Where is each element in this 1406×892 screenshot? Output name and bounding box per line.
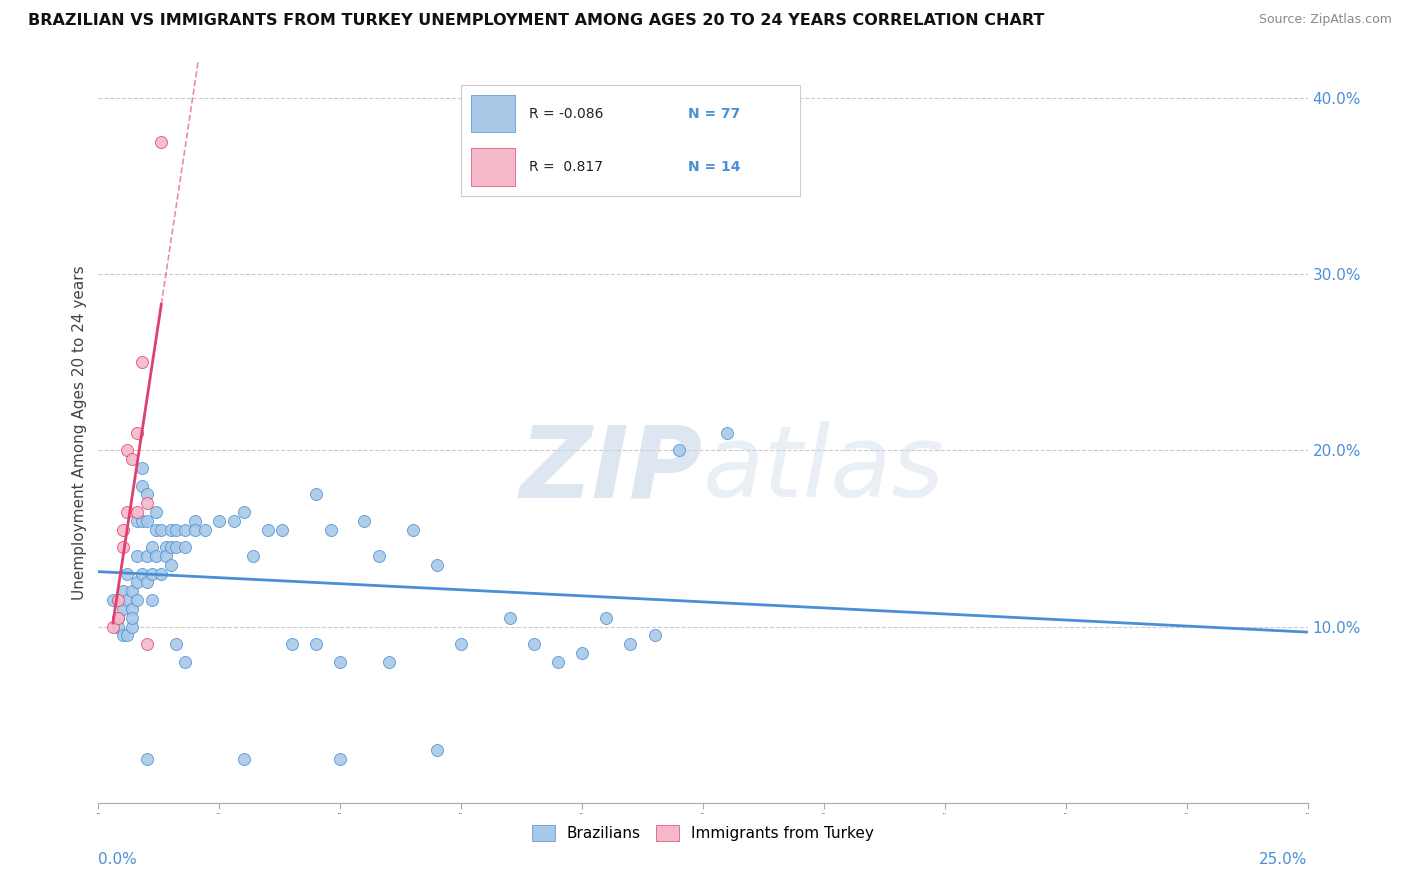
Point [194, 523, 217, 537]
Point [368, 549, 391, 563]
Point [121, 452, 143, 467]
Point [121, 610, 143, 624]
Point [127, 575, 149, 590]
Point [111, 602, 134, 616]
Point [111, 628, 134, 642]
Point [111, 540, 134, 554]
Point [160, 540, 183, 554]
Point [131, 355, 153, 369]
Point [498, 610, 520, 624]
Point [165, 540, 187, 554]
Point [377, 655, 399, 669]
Point [353, 514, 375, 528]
Point [174, 523, 197, 537]
Text: ZIP: ZIP [520, 421, 703, 518]
Point [127, 514, 149, 528]
Point [135, 637, 157, 651]
Point [141, 593, 163, 607]
Point [127, 505, 149, 519]
Point [135, 549, 157, 563]
Point [232, 505, 254, 519]
Point [121, 584, 143, 599]
Point [155, 549, 177, 563]
Text: 0.0%: 0.0% [98, 852, 138, 867]
Text: BRAZILIAN VS IMMIGRANTS FROM TURKEY UNEMPLOYMENT AMONG AGES 20 TO 24 YEARS CORRE: BRAZILIAN VS IMMIGRANTS FROM TURKEY UNEM… [28, 13, 1045, 29]
Point [131, 461, 153, 475]
Point [547, 655, 569, 669]
Point [329, 752, 352, 766]
Text: Source: ZipAtlas.com: Source: ZipAtlas.com [1258, 13, 1392, 27]
Point [208, 514, 231, 528]
Point [160, 523, 183, 537]
Point [644, 628, 666, 642]
Point [145, 549, 167, 563]
Point [121, 619, 143, 633]
Point [117, 628, 139, 642]
Point [101, 593, 124, 607]
Point [117, 505, 139, 519]
Point [329, 655, 352, 669]
Point [271, 523, 294, 537]
Point [141, 540, 163, 554]
Point [127, 593, 149, 607]
Point [150, 135, 173, 149]
Point [121, 602, 143, 616]
Point [135, 496, 157, 510]
Point [107, 610, 129, 624]
Point [305, 637, 328, 651]
Point [127, 425, 149, 440]
Point [426, 743, 449, 757]
Point [117, 566, 139, 581]
Point [160, 558, 183, 572]
Point [165, 637, 187, 651]
Point [450, 637, 472, 651]
Point [232, 752, 254, 766]
Point [668, 443, 690, 458]
Point [150, 523, 173, 537]
Point [145, 505, 167, 519]
Point [107, 593, 129, 607]
Point [426, 558, 449, 572]
Point [184, 514, 207, 528]
Point [117, 593, 139, 607]
Point [571, 646, 593, 660]
Point [135, 752, 157, 766]
Point [127, 549, 149, 563]
Point [174, 540, 197, 554]
Point [619, 637, 641, 651]
Point [131, 566, 153, 581]
Point [111, 523, 134, 537]
Point [141, 566, 163, 581]
Point [155, 540, 177, 554]
Point [165, 523, 187, 537]
Y-axis label: Unemployment Among Ages 20 to 24 years: Unemployment Among Ages 20 to 24 years [72, 265, 87, 600]
Point [101, 619, 124, 633]
Point [222, 514, 245, 528]
Point [174, 655, 197, 669]
Point [117, 443, 139, 458]
Point [150, 566, 173, 581]
Point [595, 610, 617, 624]
Point [135, 575, 157, 590]
Point [131, 478, 153, 492]
Point [107, 610, 129, 624]
Point [281, 637, 304, 651]
Point [131, 514, 153, 528]
Point [135, 514, 157, 528]
Point [305, 487, 328, 501]
Text: 25.0%: 25.0% [1260, 852, 1308, 867]
Legend: Brazilians, Immigrants from Turkey: Brazilians, Immigrants from Turkey [526, 819, 880, 847]
Text: atlas: atlas [703, 421, 945, 518]
Point [402, 523, 425, 537]
Point [145, 523, 167, 537]
Point [523, 637, 546, 651]
Point [107, 619, 129, 633]
Point [256, 523, 278, 537]
Point [111, 584, 134, 599]
Point [319, 523, 342, 537]
Point [242, 549, 264, 563]
Point [135, 487, 157, 501]
Point [716, 425, 738, 440]
Point [184, 523, 207, 537]
